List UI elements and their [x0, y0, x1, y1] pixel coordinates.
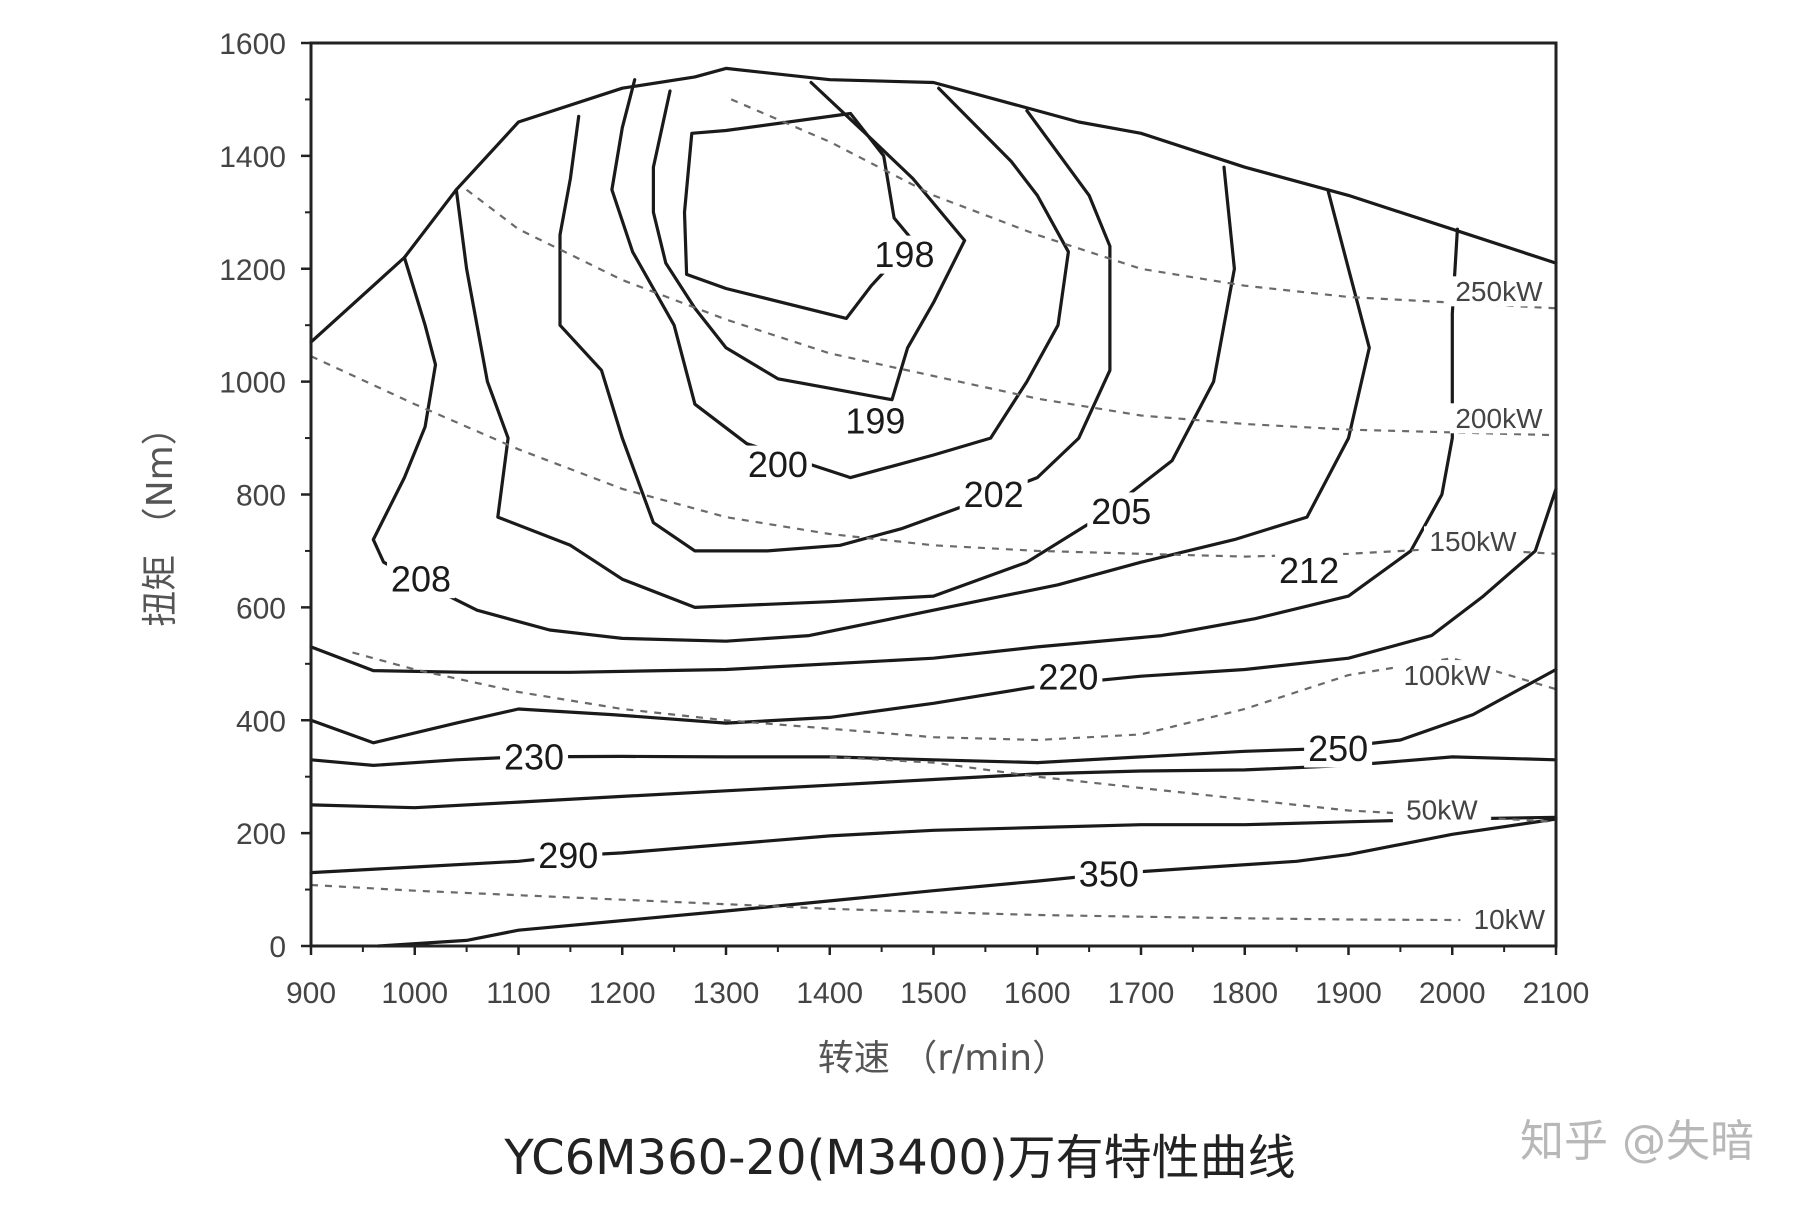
contour-line-350: [376, 817, 1558, 948]
contour-label-290: 290: [538, 835, 598, 876]
chart-caption: YC6M360-20(M3400)万有特性曲线: [504, 1130, 1296, 1186]
power-label-100kW: 100kW: [1403, 660, 1491, 691]
full-load-boundary: [309, 66, 1558, 344]
contour-label-200: 200: [748, 444, 808, 485]
plot-frame: [309, 41, 1558, 948]
x-tick-label: 1400: [796, 977, 863, 1010]
y-tick-label: 200: [236, 818, 286, 851]
power-label-10kW: 10kW: [1474, 904, 1546, 935]
x-tick-label: 900: [286, 977, 336, 1010]
watermark: 知乎 @失暗: [1520, 1116, 1754, 1167]
line-labels: 198 199 200 202 205 212 208 220 230 250 290 350 250k…: [386, 234, 1559, 935]
y-axis-title: 扭矩 （Nm）: [140, 409, 181, 626]
x-tick-label: 1300: [693, 977, 760, 1010]
y-tick-label: 1400: [219, 141, 286, 174]
contour-line-220: [309, 487, 1558, 745]
x-tick-label: 1600: [1004, 977, 1071, 1010]
contour-label-290-bg: [534, 836, 603, 875]
x-tick-label: 1000: [381, 977, 448, 1010]
contour-label-250-bg: [1304, 729, 1373, 768]
power-label-50kW: 50kW: [1406, 794, 1478, 825]
contour-label-350: 350: [1079, 853, 1139, 894]
contour-line-199: [651, 80, 967, 402]
contour-lines: [309, 66, 1558, 948]
contour-line-290: [309, 815, 1558, 875]
x-tick-label: 2100: [1523, 977, 1590, 1010]
y-tick-label: 1000: [219, 367, 286, 400]
power-line-150kW: [310, 355, 1557, 558]
y-tick-label: 0: [269, 931, 286, 964]
contour-line-208: [309, 227, 1460, 674]
y-tick-label: 1200: [219, 254, 286, 287]
contour-label-199-bg: [841, 402, 910, 441]
contour-label-198-bg: [870, 235, 939, 274]
power-label-10kW-bg: [1460, 903, 1559, 934]
y-tick-label: 600: [236, 592, 286, 625]
y-tick-label: 800: [236, 480, 286, 513]
power-label-150kW-bg: [1424, 526, 1522, 557]
contour-label-212: 212: [1279, 550, 1339, 591]
contour-label-208: 208: [391, 559, 451, 600]
contour-label-198: 198: [874, 234, 934, 275]
contour-label-200-bg: [743, 445, 812, 484]
contour-label-230-bg: [500, 737, 569, 776]
power-label-150kW: 150kW: [1429, 526, 1517, 557]
contour-label-205: 205: [1091, 491, 1151, 532]
x-tick-label: 1200: [589, 977, 656, 1010]
contour-label-220: 220: [1038, 656, 1098, 697]
contour-line-205: [454, 165, 1237, 610]
contour-label-250: 250: [1308, 728, 1368, 769]
x-tick-label: 1800: [1211, 977, 1278, 1010]
power-label-100kW-bg: [1398, 660, 1497, 691]
y-tick-label: 400: [236, 705, 286, 738]
power-label-200kW-bg: [1449, 403, 1548, 434]
power-label-250kW-bg: [1449, 276, 1548, 307]
contour-label-202: 202: [964, 474, 1024, 515]
x-tick-label: 2000: [1419, 977, 1486, 1010]
contour-label-208-bg: [386, 560, 455, 599]
power-label-50kW-bg: [1392, 794, 1491, 825]
power-line-250kW: [730, 98, 1557, 310]
power-line-200kW: [465, 188, 1557, 437]
x-tick-label: 1700: [1108, 977, 1175, 1010]
y-tick-label: 1600: [219, 28, 286, 61]
x-axis-title: 转速 （r/min）: [818, 1038, 1068, 1079]
axes: 900 1000 1100 1200 1300 1400 1500 1600 1700 1800 1…: [219, 28, 1589, 1010]
x-tick-label: 1900: [1315, 977, 1382, 1010]
power-label-200kW: 200kW: [1455, 403, 1543, 434]
contour-label-350-bg: [1074, 854, 1143, 893]
contour-label-202-bg: [959, 475, 1028, 514]
contour-line-202: [558, 109, 1112, 553]
contour-label-212-bg: [1275, 551, 1344, 590]
power-line-100kW: [352, 651, 1557, 742]
contour-line-230: [309, 754, 1039, 768]
contour-label-199: 199: [845, 401, 905, 442]
contour-label-230: 230: [504, 736, 564, 777]
power-label-250kW: 250kW: [1455, 276, 1543, 307]
x-tick-label: 1100: [486, 977, 551, 1010]
x-tick-label: 1500: [900, 977, 967, 1010]
contour-label-205-bg: [1087, 492, 1156, 531]
contour-line-212: [371, 188, 1371, 643]
power-line-10kW: [310, 883, 1557, 922]
contour-label-220-bg: [1034, 657, 1103, 696]
contour-line-200: [610, 78, 1071, 480]
